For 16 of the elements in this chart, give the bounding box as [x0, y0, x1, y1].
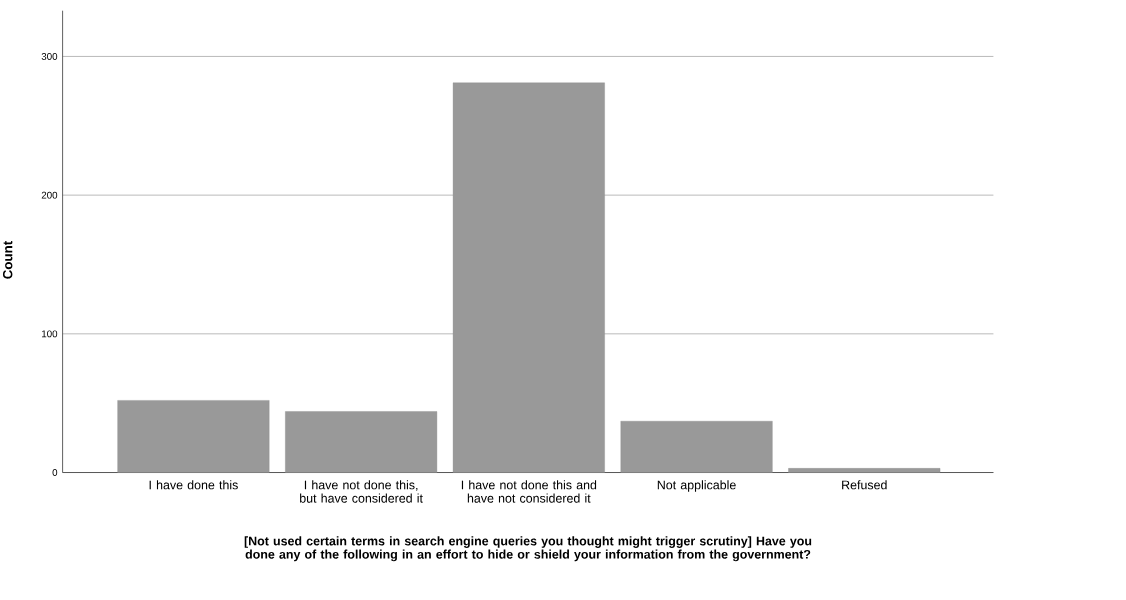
- x-tick-label: Refused: [842, 480, 887, 490]
- y-axis-title: Count: [2, 240, 13, 279]
- bar: [620, 421, 773, 473]
- x-tick-label: I have done this: [149, 480, 238, 490]
- x-tick-label: I have not done this, but have considered it: [300, 480, 423, 503]
- y-tick-label: 200: [41, 191, 58, 199]
- y-tick-label: 300: [41, 53, 58, 60]
- x-tick-label: I have not done this and have not considered it: [461, 480, 597, 503]
- bar: [452, 82, 605, 473]
- x-tick-label: Not applicable: [657, 480, 736, 492]
- x-axis-title: [Not used certain terms in search engine queries you thought might trigger scrutiny] Have you done any of the following in an effort to hide or shield your information from the government?: [244, 536, 812, 562]
- y-tick-label: 0: [52, 469, 58, 476]
- bar: [788, 468, 941, 473]
- bar: [117, 400, 270, 473]
- y-tick-label: 100: [42, 330, 58, 338]
- bar: [285, 411, 438, 473]
